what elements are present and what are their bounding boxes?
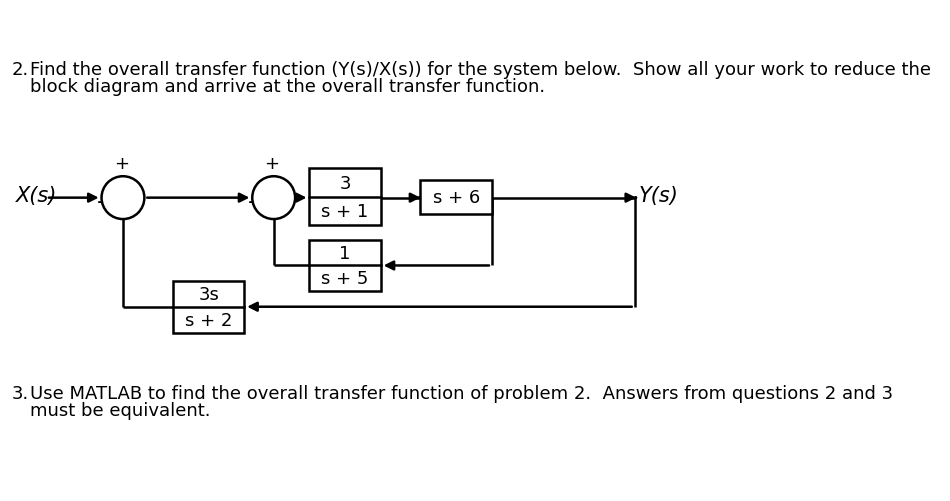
Text: block diagram and arrive at the overall transfer function.: block diagram and arrive at the overall …: [30, 78, 545, 96]
Text: s + 2: s + 2: [185, 311, 233, 329]
Text: 3: 3: [339, 174, 351, 192]
Text: must be equivalent.: must be equivalent.: [30, 401, 211, 419]
Text: 3.: 3.: [12, 384, 29, 402]
Text: 1: 1: [339, 244, 351, 262]
Text: Use MATLAB to find the overall transfer function of problem 2.  Answers from que: Use MATLAB to find the overall transfer …: [30, 384, 893, 402]
Bar: [421, 181, 492, 214]
Text: X(s): X(s): [16, 186, 57, 206]
Circle shape: [253, 177, 295, 219]
Text: −: −: [247, 193, 264, 213]
Text: Find the overall transfer function (Y(s)/X(s)) for the system below.  Show all y: Find the overall transfer function (Y(s)…: [30, 61, 931, 79]
Circle shape: [102, 177, 144, 219]
Text: −: −: [96, 193, 113, 213]
Text: +: +: [265, 155, 279, 173]
Text: 2.: 2.: [12, 61, 29, 79]
Bar: [310, 169, 381, 226]
Text: Y(s): Y(s): [638, 186, 678, 206]
Bar: [310, 240, 381, 292]
Text: s + 5: s + 5: [321, 270, 369, 288]
Text: +: +: [114, 155, 129, 173]
Text: s + 6: s + 6: [432, 188, 480, 206]
Text: s + 1: s + 1: [321, 203, 369, 220]
Bar: [173, 282, 244, 333]
Text: 3s: 3s: [199, 285, 219, 303]
